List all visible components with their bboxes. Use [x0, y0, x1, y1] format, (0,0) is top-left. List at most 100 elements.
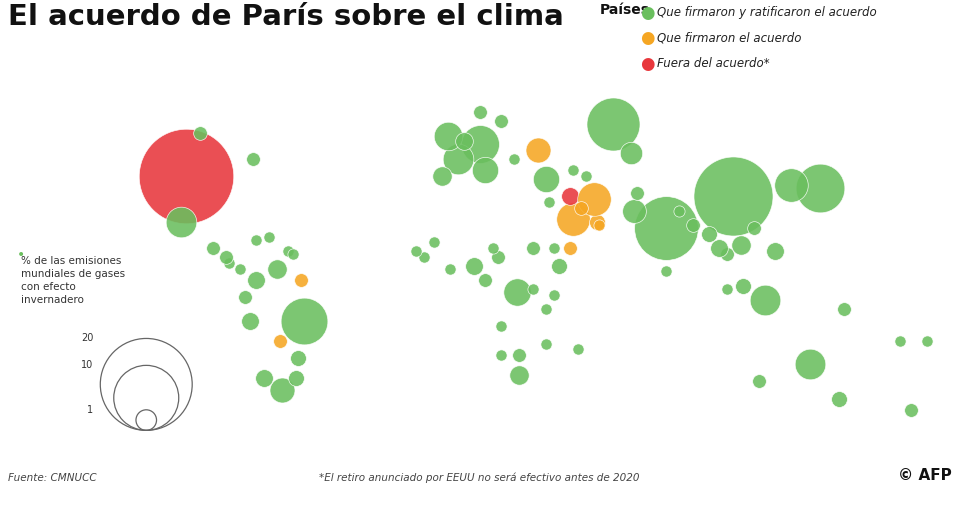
Point	[205, 244, 221, 252]
Point	[538, 339, 553, 347]
Point	[592, 221, 607, 229]
Point	[920, 337, 935, 345]
Text: 20: 20	[81, 334, 93, 343]
Point	[685, 221, 700, 229]
Text: Países: Países	[599, 3, 649, 16]
Point	[530, 146, 546, 154]
Point	[784, 180, 799, 189]
Point	[512, 351, 527, 359]
Point	[831, 394, 847, 403]
Point	[269, 264, 285, 272]
Point	[562, 244, 577, 252]
Point	[509, 288, 525, 296]
Text: Que firmaron el acuerdo: Que firmaron el acuerdo	[657, 32, 802, 45]
Point	[719, 250, 735, 258]
Point	[478, 166, 493, 174]
Point	[813, 183, 829, 192]
Point	[512, 371, 527, 380]
Point	[293, 276, 309, 284]
Text: ●: ●	[640, 4, 655, 22]
Point	[802, 360, 817, 368]
Point	[493, 322, 508, 331]
Point	[286, 250, 301, 258]
Point	[626, 206, 642, 215]
Point	[485, 244, 501, 252]
Point	[296, 316, 312, 324]
Point	[466, 262, 481, 270]
Point	[757, 296, 772, 305]
Point	[565, 166, 580, 174]
Point	[416, 253, 432, 261]
Point	[472, 140, 487, 148]
Point	[701, 230, 716, 238]
Point	[538, 305, 553, 313]
Point	[248, 236, 264, 244]
Point	[192, 129, 207, 137]
Point	[288, 374, 303, 382]
Point	[478, 276, 493, 284]
Point	[280, 247, 295, 256]
Point	[238, 293, 253, 301]
Point	[547, 290, 562, 298]
Point	[573, 204, 589, 212]
Point	[248, 276, 264, 284]
Point	[658, 267, 673, 275]
Point	[538, 175, 553, 183]
Point	[246, 155, 261, 163]
Point	[586, 195, 601, 203]
Point	[578, 172, 594, 180]
Text: El acuerdo de París sobre el clima: El acuerdo de París sobre el clima	[8, 3, 564, 31]
Text: % de las emisiones
mundiales de gases
con efecto
invernadero: % de las emisiones mundiales de gases co…	[21, 256, 126, 305]
Point	[274, 386, 290, 394]
Text: 1: 1	[87, 405, 93, 415]
Point	[243, 316, 258, 324]
Point	[746, 224, 761, 232]
Point	[565, 215, 580, 223]
Point	[767, 247, 783, 256]
Point	[291, 354, 306, 362]
Text: Fuente: CMNUCC: Fuente: CMNUCC	[8, 473, 96, 483]
Point	[725, 192, 740, 200]
Point	[837, 305, 853, 313]
Point	[506, 155, 522, 163]
Point	[174, 218, 189, 226]
Point	[526, 285, 541, 293]
Point	[893, 337, 908, 345]
Point	[262, 233, 277, 241]
Text: ●: ●	[640, 55, 655, 73]
Point	[623, 149, 639, 157]
Point	[178, 172, 194, 180]
Point	[472, 108, 487, 117]
Point	[589, 218, 604, 226]
Point	[752, 377, 767, 385]
Point	[733, 241, 748, 249]
Point	[719, 285, 735, 293]
Point	[256, 374, 271, 382]
Point	[712, 244, 727, 252]
Point	[408, 247, 423, 256]
Point	[490, 253, 505, 261]
Text: ●: ●	[640, 29, 655, 48]
Point	[541, 198, 556, 206]
Point	[427, 239, 442, 247]
Point	[232, 264, 247, 272]
Point	[493, 117, 508, 125]
Text: *El retiro anunciado por EEUU no será efectivo antes de 2020: *El retiro anunciado por EEUU no será ef…	[319, 472, 640, 483]
Point	[547, 244, 562, 252]
Point	[551, 262, 567, 270]
Point	[562, 192, 577, 200]
Point	[434, 172, 450, 180]
Point	[440, 131, 456, 140]
Point	[442, 264, 457, 272]
Point	[451, 155, 466, 163]
Point	[736, 282, 751, 290]
Point	[219, 253, 234, 261]
Point	[493, 351, 508, 359]
Point	[629, 189, 644, 197]
Text: © AFP: © AFP	[898, 468, 951, 483]
Point	[272, 337, 288, 345]
Text: Que firmaron y ratificaron el acuerdo: Que firmaron y ratificaron el acuerdo	[657, 6, 877, 19]
Point	[658, 224, 673, 232]
Point	[671, 206, 687, 215]
Point	[526, 244, 541, 252]
